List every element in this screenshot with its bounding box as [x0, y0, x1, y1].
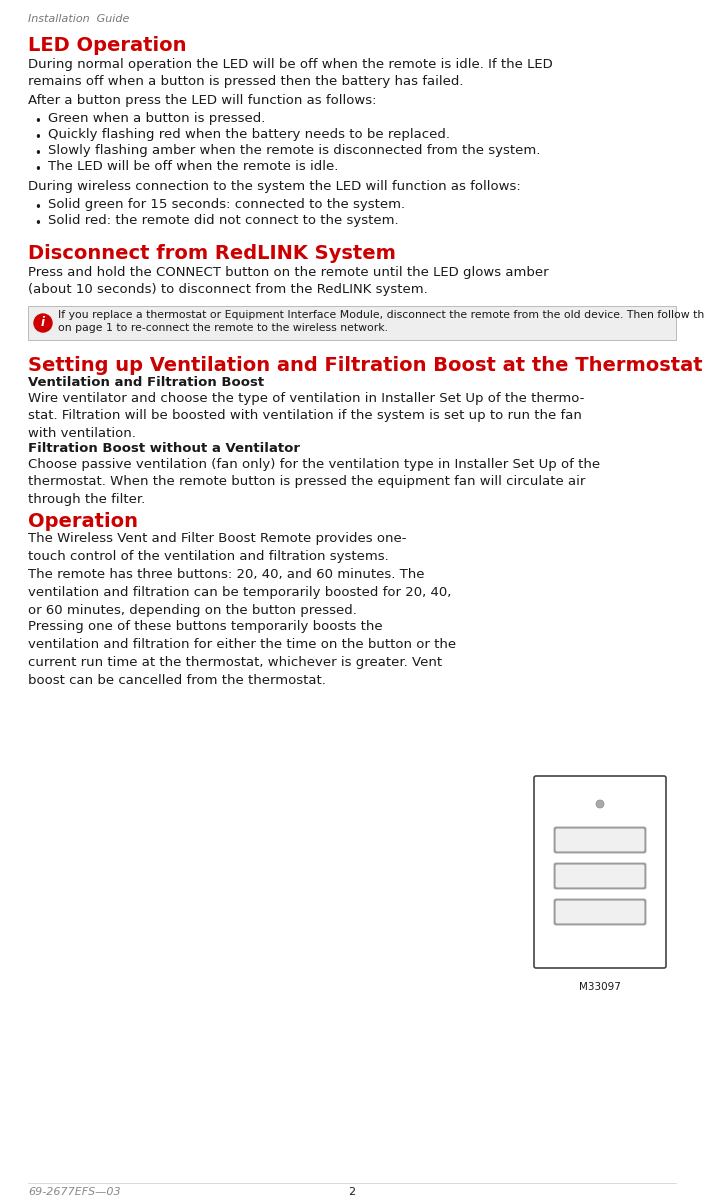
Text: Installation  Guide: Installation Guide: [28, 14, 130, 24]
FancyBboxPatch shape: [555, 827, 645, 852]
FancyBboxPatch shape: [554, 900, 646, 925]
Text: Ventilation and Filtration Boost: Ventilation and Filtration Boost: [28, 376, 264, 389]
Text: Wire ventilator and choose the type of ventilation in Installer Set Up of the th: Wire ventilator and choose the type of v…: [28, 392, 584, 440]
Text: During normal operation the LED will be off when the remote is idle. If the LED
: During normal operation the LED will be …: [28, 58, 553, 89]
Text: Disconnect from RedLINK System: Disconnect from RedLINK System: [28, 244, 396, 263]
FancyBboxPatch shape: [534, 776, 666, 968]
Text: •: •: [34, 201, 41, 214]
FancyBboxPatch shape: [28, 306, 676, 340]
Text: Operation: Operation: [28, 512, 138, 531]
FancyBboxPatch shape: [555, 900, 645, 924]
Text: Pressing one of these buttons temporarily boosts the
ventilation and filtration : Pressing one of these buttons temporaril…: [28, 620, 456, 687]
Text: The LED will be off when the remote is idle.: The LED will be off when the remote is i…: [48, 160, 339, 173]
Text: Setting up Ventilation and Filtration Boost at the Thermostat: Setting up Ventilation and Filtration Bo…: [28, 355, 703, 375]
Text: If you replace a thermostat or Equipment Interface Module, disconnect the remote: If you replace a thermostat or Equipment…: [58, 310, 704, 333]
Text: Green when a button is pressed.: Green when a button is pressed.: [48, 112, 265, 125]
Text: The remote has three buttons: 20, 40, and 60 minutes. The
ventilation and filtra: The remote has three buttons: 20, 40, an…: [28, 568, 451, 617]
Circle shape: [596, 800, 604, 808]
Text: •: •: [34, 115, 41, 129]
Text: Solid green for 15 seconds: connected to the system.: Solid green for 15 seconds: connected to…: [48, 198, 405, 211]
Text: Slowly flashing amber when the remote is disconnected from the system.: Slowly flashing amber when the remote is…: [48, 144, 541, 157]
Text: •: •: [34, 131, 41, 144]
Text: The Wireless Vent and Filter Boost Remote provides one-
touch control of the ven: The Wireless Vent and Filter Boost Remot…: [28, 532, 406, 563]
Text: •: •: [34, 217, 41, 231]
Text: Solid red: the remote did not connect to the system.: Solid red: the remote did not connect to…: [48, 214, 398, 227]
Text: i: i: [41, 317, 45, 329]
FancyBboxPatch shape: [554, 864, 646, 889]
Text: M33097: M33097: [579, 982, 621, 992]
Text: Press and hold the CONNECT button on the remote until the LED glows amber
(about: Press and hold the CONNECT button on the…: [28, 265, 548, 297]
Text: Choose passive ventilation (fan only) for the ventilation type in Installer Set : Choose passive ventilation (fan only) fo…: [28, 458, 600, 506]
Text: 69-2677EFS—03: 69-2677EFS—03: [28, 1187, 120, 1197]
Text: •: •: [34, 147, 41, 160]
Text: During wireless connection to the system the LED will function as follows:: During wireless connection to the system…: [28, 180, 521, 193]
FancyBboxPatch shape: [554, 827, 646, 853]
Circle shape: [34, 313, 52, 331]
FancyBboxPatch shape: [555, 864, 645, 888]
Text: •: •: [34, 163, 41, 177]
Text: After a button press the LED will function as follows:: After a button press the LED will functi…: [28, 94, 377, 107]
Text: 2: 2: [348, 1187, 356, 1197]
Text: LED Operation: LED Operation: [28, 36, 187, 55]
Text: Quickly flashing red when the battery needs to be replaced.: Quickly flashing red when the battery ne…: [48, 129, 450, 141]
Text: Filtration Boost without a Ventilator: Filtration Boost without a Ventilator: [28, 442, 300, 455]
